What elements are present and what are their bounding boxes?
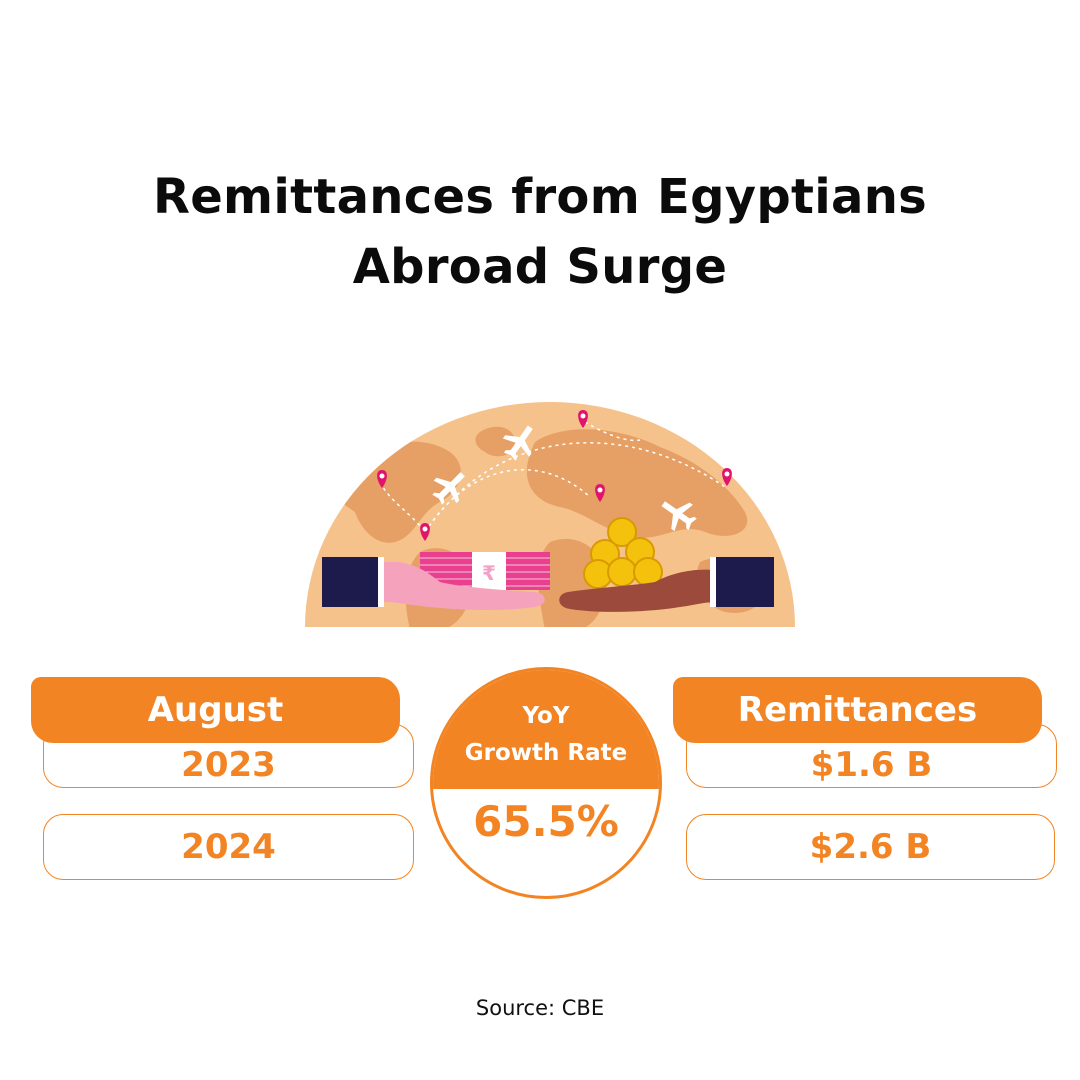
left-sleeve-icon	[322, 557, 382, 607]
left-row-2023-text: 2023	[181, 745, 276, 785]
right-row-1-text: $1.6 B	[810, 745, 933, 785]
rupee-symbol-icon: ₹	[482, 561, 496, 585]
location-pin-icons	[377, 410, 732, 541]
august-header: August	[31, 677, 400, 743]
gold-coins-icon	[583, 517, 663, 589]
airplane-icons	[432, 425, 697, 532]
remittances-header-text: Remittances	[737, 690, 978, 730]
left-row-2024: 2024	[43, 814, 414, 880]
growth-rate-badge: YoY Growth Rate 65.5%	[430, 667, 662, 899]
right-sleeve-icon	[716, 557, 774, 607]
left-row-2024-text: 2024	[181, 827, 276, 867]
title-line-1: Remittances from Egyptians	[152, 169, 928, 225]
brown-hand-icon	[559, 569, 716, 612]
page-title: Remittances from Egyptians Abroad Surge	[0, 162, 1080, 302]
growth-label-line-1: YoY	[522, 702, 570, 729]
title-line-2: Abroad Surge	[352, 239, 728, 295]
remittance-illustration: ₹	[305, 402, 795, 627]
august-header-text: August	[147, 690, 284, 730]
right-row-2: $2.6 B	[686, 814, 1055, 880]
cash-bundle-icon: ₹	[420, 552, 550, 590]
flight-paths	[379, 421, 726, 533]
pink-hand-icon	[384, 561, 545, 611]
remittances-header: Remittances	[673, 677, 1042, 743]
growth-rate-value: 65.5%	[473, 797, 619, 846]
source-note: Source: CBE	[475, 996, 605, 1020]
growth-label-line-2: Growth Rate	[464, 739, 628, 766]
growth-rate-label: YoY Growth Rate	[433, 670, 659, 789]
right-row-2-text: $2.6 B	[809, 827, 932, 867]
